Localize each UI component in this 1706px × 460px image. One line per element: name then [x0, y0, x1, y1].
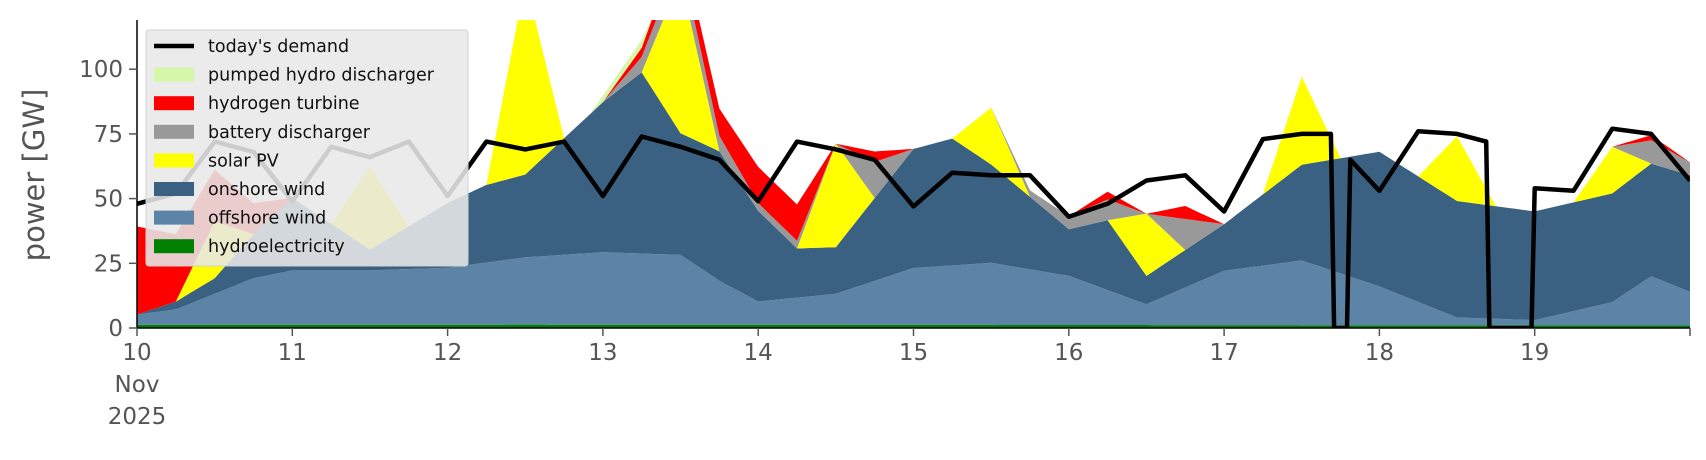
x-tick-sublabel: 2025 [108, 404, 167, 430]
x-ticks: 10 Nov 2025 11 12 13 14 15 16 17 18 19 [108, 328, 1691, 430]
x-tick-label: 15 [899, 340, 928, 366]
x-tick-label: 10 [122, 340, 151, 366]
legend-swatch-onshore-wind [154, 182, 194, 196]
y-tick-label: 100 [79, 57, 123, 83]
legend-swatch-solar-pv [154, 153, 194, 168]
legend-label-hydroelectricity: hydroelectricity [208, 237, 345, 257]
x-tick-label: 16 [1054, 340, 1083, 366]
x-tick-sublabel: Nov [115, 372, 160, 398]
y-tick-label: 0 [108, 316, 123, 342]
y-axis-label: power [GW] [17, 89, 51, 262]
area-onshore-wind [137, 72, 1690, 321]
area-solar-pv [137, 20, 1690, 315]
legend-label-offshore-wind: offshore wind [208, 209, 326, 229]
x-tick-label: 11 [278, 340, 307, 366]
y-tick-label: 50 [94, 187, 123, 213]
legend-label-solar-pv: solar PV [208, 151, 279, 171]
y-tick-label: 75 [94, 122, 123, 148]
axes: 0 25 50 75 100 10 Nov 2025 11 12 13 14 15 16 17 18 19 p… [17, 20, 1691, 430]
x-tick-label: 17 [1209, 340, 1238, 366]
y-ticks: 0 25 50 75 100 [79, 57, 137, 342]
legend-swatch-hydrogen-turbine [154, 96, 194, 111]
legend: today's demand pumped hydro discharger hyd… [145, 29, 469, 267]
legend-swatch-battery-discharger [154, 124, 194, 139]
x-tick-label: 19 [1520, 340, 1549, 366]
legend-label-onshore-wind: onshore wind [208, 180, 325, 200]
x-tick-label: 14 [744, 340, 773, 366]
legend-label-today-s-demand: today's demand [208, 37, 349, 57]
legend-swatch-pumped-hydro-discharger [154, 67, 194, 82]
legend-swatch-offshore-wind [154, 210, 194, 225]
y-tick-label: 25 [94, 251, 123, 277]
x-tick-label: 12 [433, 340, 462, 366]
area-hydroelectricity [137, 324, 1690, 328]
area-offshore-wind [137, 252, 1690, 326]
legend-swatch-hydroelectricity [154, 239, 194, 254]
legend-label-battery-discharger: battery discharger [208, 123, 371, 143]
legend-frame [145, 29, 469, 267]
x-tick-label: 18 [1365, 340, 1394, 366]
legend-label-pumped-hydro-discharger: pumped hydro discharger [208, 66, 435, 86]
legend-items: today's demand pumped hydro discharger hyd… [154, 37, 435, 257]
area-series-group [137, 20, 1690, 328]
x-tick-label: 13 [588, 340, 617, 366]
legend-label-hydrogen-turbine: hydrogen turbine [208, 94, 360, 114]
